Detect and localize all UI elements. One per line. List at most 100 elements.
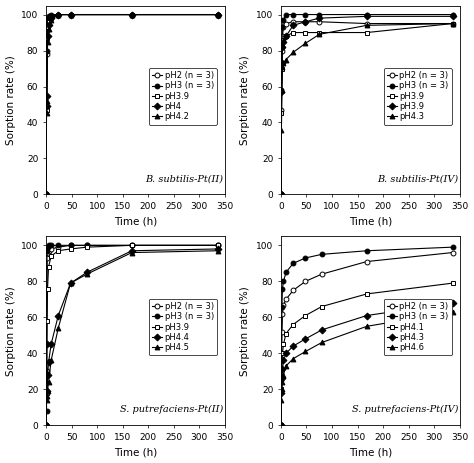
pH4 <box>68 12 73 17</box>
pH3.9 <box>317 15 322 21</box>
pH4.5 <box>44 397 49 403</box>
pH2 (n = 3) <box>43 192 49 197</box>
pH3.9 <box>278 192 284 197</box>
pH3 (n = 3) <box>364 248 370 254</box>
pH4.4 <box>215 246 220 252</box>
pH2 (n = 3) <box>45 21 50 26</box>
pH3 (n = 3) <box>55 243 61 248</box>
pH2 (n = 3) <box>44 28 50 33</box>
pH2 (n = 3) <box>291 288 296 293</box>
pH4.4 <box>68 281 73 286</box>
pH4.2 <box>46 26 51 32</box>
pH3 (n = 3) <box>450 12 456 17</box>
pH3.9 <box>55 248 61 254</box>
pH4.5 <box>45 388 50 394</box>
pH4.6 <box>280 379 285 385</box>
pH4.2 <box>68 12 73 17</box>
pH4.1 <box>364 291 370 297</box>
pH4.5 <box>68 281 73 286</box>
pH4.3 <box>279 88 285 93</box>
pH2 (n = 3) <box>46 17 51 23</box>
pH4 <box>43 192 49 197</box>
Text: S. putrefaciens-Pt(IV): S. putrefaciens-Pt(IV) <box>352 405 458 414</box>
pH2 (n = 3) <box>279 48 285 53</box>
pH4 <box>55 12 61 17</box>
pH3.9 <box>302 19 308 25</box>
pH3 (n = 3) <box>278 192 284 197</box>
pH3 (n = 3) <box>283 12 289 17</box>
pH3 (n = 3) <box>46 243 51 248</box>
pH4.3 <box>364 313 370 318</box>
pH4.3 <box>281 60 286 66</box>
Text: B. subtilis-Pt(IV): B. subtilis-Pt(IV) <box>377 174 458 183</box>
Line: pH2 (n = 3): pH2 (n = 3) <box>44 12 220 197</box>
pH3.9 <box>279 66 285 71</box>
pH3.9 <box>291 30 296 35</box>
pH4.3 <box>279 390 284 396</box>
pH2 (n = 3) <box>279 377 284 383</box>
pH4.4 <box>43 422 49 428</box>
pH2 (n = 3) <box>450 250 456 255</box>
Legend: pH2 (n = 3), pH3 (n = 3), pH3.9, pH4, pH4.2: pH2 (n = 3), pH3 (n = 3), pH3.9, pH4, pH… <box>149 68 217 125</box>
pH3.9 <box>46 19 51 25</box>
Line: pH3.9: pH3.9 <box>44 12 220 197</box>
pH4.6 <box>283 363 289 369</box>
pH3.9 <box>364 13 370 19</box>
pH3.9 <box>279 89 284 94</box>
Line: pH3 (n = 3): pH3 (n = 3) <box>279 12 455 197</box>
X-axis label: Time (h): Time (h) <box>349 217 392 227</box>
pH4.5 <box>48 358 54 363</box>
Line: pH3 (n = 3): pH3 (n = 3) <box>279 245 455 428</box>
pH2 (n = 3) <box>291 19 296 25</box>
pH2 (n = 3) <box>302 279 308 284</box>
pH4.1 <box>319 304 325 309</box>
pH3 (n = 3) <box>279 44 285 50</box>
pH3.9 <box>279 60 285 66</box>
pH4.6 <box>278 422 284 428</box>
pH3.9 <box>283 33 289 39</box>
Line: pH2 (n = 3): pH2 (n = 3) <box>44 243 220 428</box>
pH3 (n = 3) <box>291 12 296 17</box>
Legend: pH2 (n = 3), pH3 (n = 3), pH3.9, pH4.4, pH4.5: pH2 (n = 3), pH3 (n = 3), pH3.9, pH4.4, … <box>149 299 217 356</box>
pH2 (n = 3) <box>43 422 49 428</box>
pH4.3 <box>302 336 308 342</box>
pH4.6 <box>364 324 370 329</box>
pH4.6 <box>279 397 284 403</box>
pH4.1 <box>450 281 456 286</box>
pH3.9 <box>129 12 135 17</box>
pH4.4 <box>129 248 135 254</box>
pH3 (n = 3) <box>46 13 51 19</box>
pH4.1 <box>302 313 308 318</box>
pH3.9 <box>280 44 285 50</box>
pH3 (n = 3) <box>281 17 286 23</box>
pH2 (n = 3) <box>129 12 135 17</box>
pH3 (n = 3) <box>129 12 135 17</box>
Line: pH4.3: pH4.3 <box>279 300 455 428</box>
pH4.1 <box>279 358 285 363</box>
pH4.3 <box>281 358 286 363</box>
pH2 (n = 3) <box>278 192 284 197</box>
pH2 (n = 3) <box>55 12 61 17</box>
pH2 (n = 3) <box>48 246 54 252</box>
pH4.1 <box>291 322 296 327</box>
pH4.3 <box>291 50 296 55</box>
pH4.2 <box>44 98 50 104</box>
pH4.2 <box>215 12 220 17</box>
pH2 (n = 3) <box>302 19 308 25</box>
pH4.3 <box>302 41 308 46</box>
pH2 (n = 3) <box>44 255 50 261</box>
pH3 (n = 3) <box>48 243 54 248</box>
pH3 (n = 3) <box>317 12 322 17</box>
pH3.9 <box>84 244 90 250</box>
pH4.5 <box>84 271 90 277</box>
pH4.2 <box>129 12 135 17</box>
pH4.3 <box>280 367 285 372</box>
pH3 (n = 3) <box>364 12 370 17</box>
pH3.9 <box>43 192 49 197</box>
pH2 (n = 3) <box>68 12 73 17</box>
pH4.1 <box>280 350 285 356</box>
pH4.4 <box>44 342 49 347</box>
pH4.6 <box>450 309 456 315</box>
pH3.9 <box>44 107 49 113</box>
pH3.9 <box>48 15 54 21</box>
